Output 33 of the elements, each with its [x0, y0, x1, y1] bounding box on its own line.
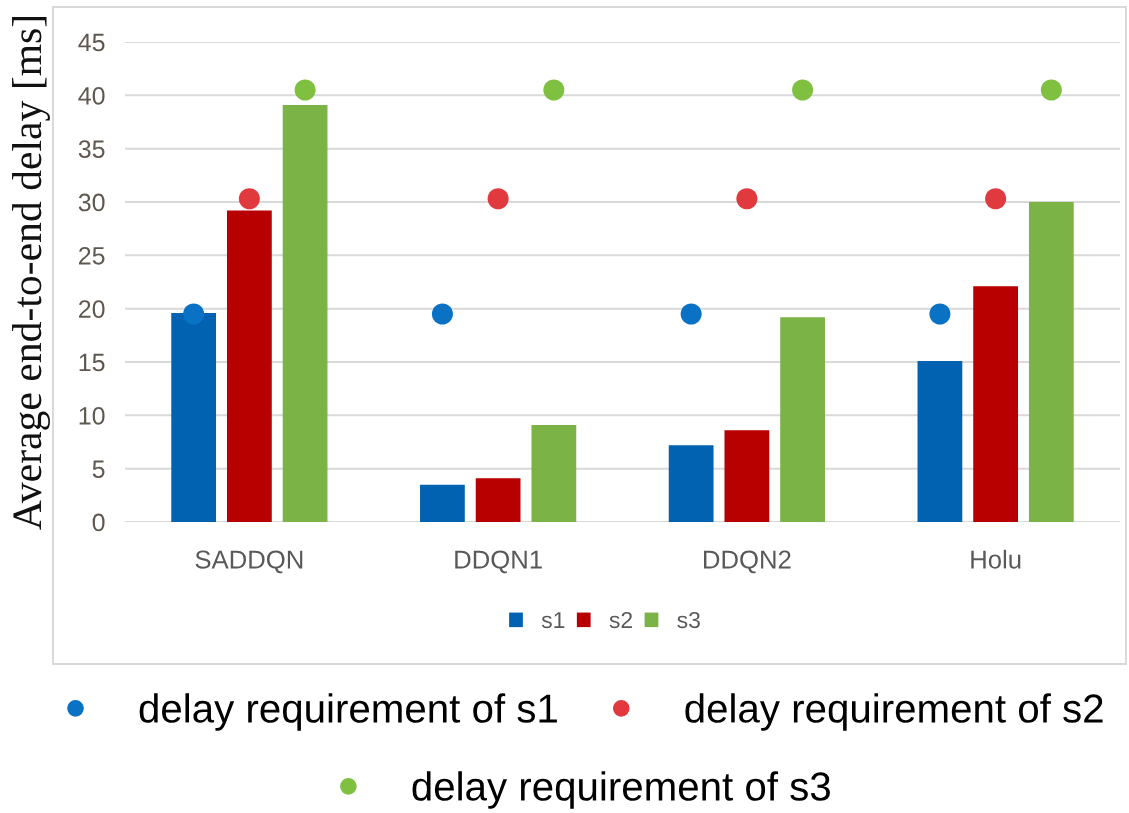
bar — [724, 430, 770, 522]
x-tick-label: SADDQN — [195, 550, 303, 574]
legend-label: s2 — [609, 611, 632, 629]
bar — [282, 104, 328, 522]
y-tick-label: 5 — [92, 460, 105, 478]
y-tick-label: 40 — [78, 86, 105, 105]
x-tick-label: DDQN2 — [704, 550, 791, 574]
x-tick-label: Holu — [971, 549, 1021, 569]
bar — [973, 286, 1019, 522]
legend-label: s1 — [541, 612, 565, 629]
y-tick-label: 0 — [92, 513, 105, 532]
y-tick-label: 35 — [78, 140, 105, 158]
bar — [668, 445, 714, 522]
bar — [475, 478, 521, 522]
y-tick-label: 10 — [79, 406, 105, 425]
y-tick-label: 15 — [79, 353, 105, 372]
y-tick-label: 30 — [78, 193, 105, 212]
bar — [171, 312, 217, 522]
y-tick-label: 20 — [79, 300, 105, 318]
legend-label: delay requirement of s3 — [412, 771, 830, 809]
y-tick-label: 45 — [78, 33, 105, 52]
legend-label: s3 — [677, 611, 700, 629]
x-tick-label: DDQN1 — [455, 550, 542, 574]
y-tick-label: 25 — [79, 246, 105, 265]
bar — [226, 210, 272, 522]
bar — [1028, 202, 1074, 522]
bar — [420, 484, 465, 522]
bar — [531, 424, 577, 522]
bar — [780, 317, 825, 522]
legend-label: delay requirement of s2 — [685, 693, 1103, 731]
legend-label: delay requirement of s1 — [139, 693, 557, 731]
y-axis-title: Average end-to-end delay [ms] — [12, 16, 50, 530]
bar — [917, 360, 963, 522]
